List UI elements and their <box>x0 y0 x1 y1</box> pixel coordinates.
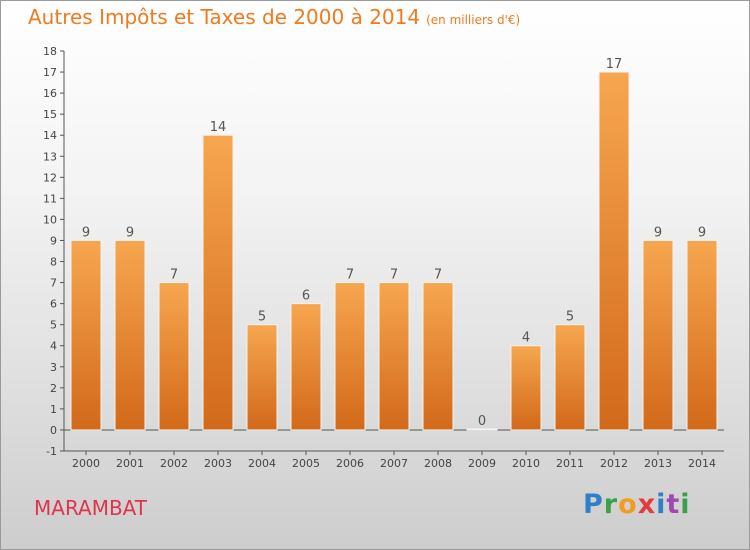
data-label: 6 <box>302 289 310 304</box>
x-tick-label: 2000 <box>72 457 100 470</box>
bar <box>114 239 146 431</box>
y-tick-label: 0 <box>50 424 57 437</box>
x-tick-label: 2010 <box>512 457 540 470</box>
y-tick-label: 6 <box>50 298 57 311</box>
bar <box>598 71 630 431</box>
y-tick-label: 2 <box>50 382 57 395</box>
x-tick-label: 2005 <box>292 457 320 470</box>
x-tick-label: 2002 <box>160 457 188 470</box>
x-tick-label: 2008 <box>424 457 452 470</box>
y-tick-label: 16 <box>43 87 57 100</box>
bar <box>686 239 718 431</box>
x-tick-label: 2012 <box>600 457 628 470</box>
x-tick-label: 2004 <box>248 457 276 470</box>
chart-title-text: Autres Impôts et Taxes de 2000 à 2014 <box>28 5 421 29</box>
chart-title: Autres Impôts et Taxes de 2000 à 2014 (en… <box>28 5 520 29</box>
data-label: 0 <box>478 414 486 429</box>
data-label: 7 <box>434 268 442 283</box>
chart-title-unit: (en milliers d'€) <box>426 13 521 27</box>
x-tick-label: 2003 <box>204 457 232 470</box>
logo-letter: i <box>680 489 691 520</box>
data-label: 17 <box>606 57 623 72</box>
logo-letter: r <box>603 489 619 520</box>
x-tick-label: 2013 <box>644 457 672 470</box>
bar <box>290 303 322 431</box>
y-tick-label: 3 <box>50 361 57 374</box>
x-tick-label: 2009 <box>468 457 496 470</box>
y-tick-label: 11 <box>43 192 57 205</box>
x-tick-label: 2001 <box>116 457 144 470</box>
data-labels: 9 9 7 14 5 6 7 7 7 0 4 5 17 9 9 <box>82 57 706 429</box>
y-tick-label: 14 <box>43 129 57 142</box>
proxiti-logo: Proxiti <box>583 489 691 520</box>
bar <box>554 324 586 431</box>
bar <box>158 282 190 431</box>
y-tick-label: 5 <box>50 319 57 332</box>
commune-name: MARAMBAT <box>34 496 148 520</box>
data-label: 5 <box>258 310 266 325</box>
data-label: 4 <box>522 331 530 346</box>
bar <box>70 239 102 431</box>
logo-letter: t <box>666 489 681 520</box>
y-tick-label: 17 <box>43 66 57 79</box>
bar <box>334 282 366 431</box>
y-tick-label: 1 <box>50 403 57 416</box>
logo-letter: i <box>656 489 667 520</box>
bar <box>642 239 674 431</box>
y-tick-label: 4 <box>50 340 57 353</box>
y-tick-label: 9 <box>50 234 57 247</box>
data-label: 5 <box>566 310 574 325</box>
y-tick-label: 7 <box>50 277 57 290</box>
logo-letter: P <box>583 489 604 520</box>
bar <box>422 282 454 431</box>
bar <box>466 428 498 431</box>
bar <box>246 324 278 431</box>
y-tick-label: 18 <box>43 45 57 58</box>
x-tick-label: 2011 <box>556 457 584 470</box>
x-tick-label: 2006 <box>336 457 364 470</box>
y-tick-label: 13 <box>43 150 57 163</box>
y-tick-label: 12 <box>43 171 57 184</box>
data-label: 9 <box>82 225 90 240</box>
bar <box>510 345 542 431</box>
y-tick-label: -1 <box>46 445 57 458</box>
y-tick-label: 8 <box>50 256 57 269</box>
bar <box>378 282 410 431</box>
y-tick-label: 10 <box>43 213 57 226</box>
data-label: 9 <box>654 225 662 240</box>
data-label: 7 <box>346 268 354 283</box>
data-label: 14 <box>210 120 227 135</box>
data-label: 7 <box>390 268 398 283</box>
x-tick-label: 2014 <box>688 457 716 470</box>
y-tick-label: 15 <box>43 108 57 121</box>
data-label: 7 <box>170 268 178 283</box>
bar <box>202 134 234 431</box>
bars <box>70 71 718 431</box>
data-label: 9 <box>126 225 134 240</box>
logo-letter: x <box>637 489 657 520</box>
x-tick-label: 2007 <box>380 457 408 470</box>
logo-letter: o <box>618 489 638 520</box>
data-label: 9 <box>698 225 706 240</box>
